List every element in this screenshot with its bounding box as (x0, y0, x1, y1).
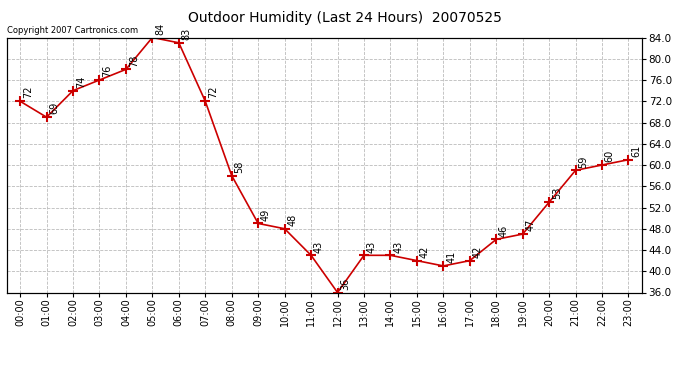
Text: Outdoor Humidity (Last 24 Hours)  20070525: Outdoor Humidity (Last 24 Hours) 2007052… (188, 11, 502, 25)
Text: 43: 43 (314, 240, 324, 252)
Text: 46: 46 (499, 224, 509, 237)
Text: Copyright 2007 Cartronics.com: Copyright 2007 Cartronics.com (7, 26, 138, 35)
Text: 47: 47 (526, 219, 535, 231)
Text: 84: 84 (155, 22, 165, 35)
Text: 72: 72 (23, 86, 33, 99)
Text: 83: 83 (181, 28, 192, 40)
Text: 78: 78 (129, 54, 139, 67)
Text: 42: 42 (473, 246, 482, 258)
Text: 36: 36 (340, 278, 351, 290)
Text: 74: 74 (76, 75, 86, 88)
Text: 58: 58 (235, 160, 244, 173)
Text: 76: 76 (102, 65, 112, 77)
Text: 43: 43 (393, 240, 403, 252)
Text: 42: 42 (420, 246, 430, 258)
Text: 61: 61 (631, 145, 641, 157)
Text: 53: 53 (552, 187, 562, 200)
Text: 72: 72 (208, 86, 218, 99)
Text: 41: 41 (446, 251, 456, 263)
Text: 60: 60 (605, 150, 615, 162)
Text: 69: 69 (50, 102, 59, 114)
Text: 49: 49 (261, 209, 271, 220)
Text: 48: 48 (288, 214, 297, 226)
Text: 43: 43 (367, 240, 377, 252)
Text: 59: 59 (578, 155, 589, 168)
